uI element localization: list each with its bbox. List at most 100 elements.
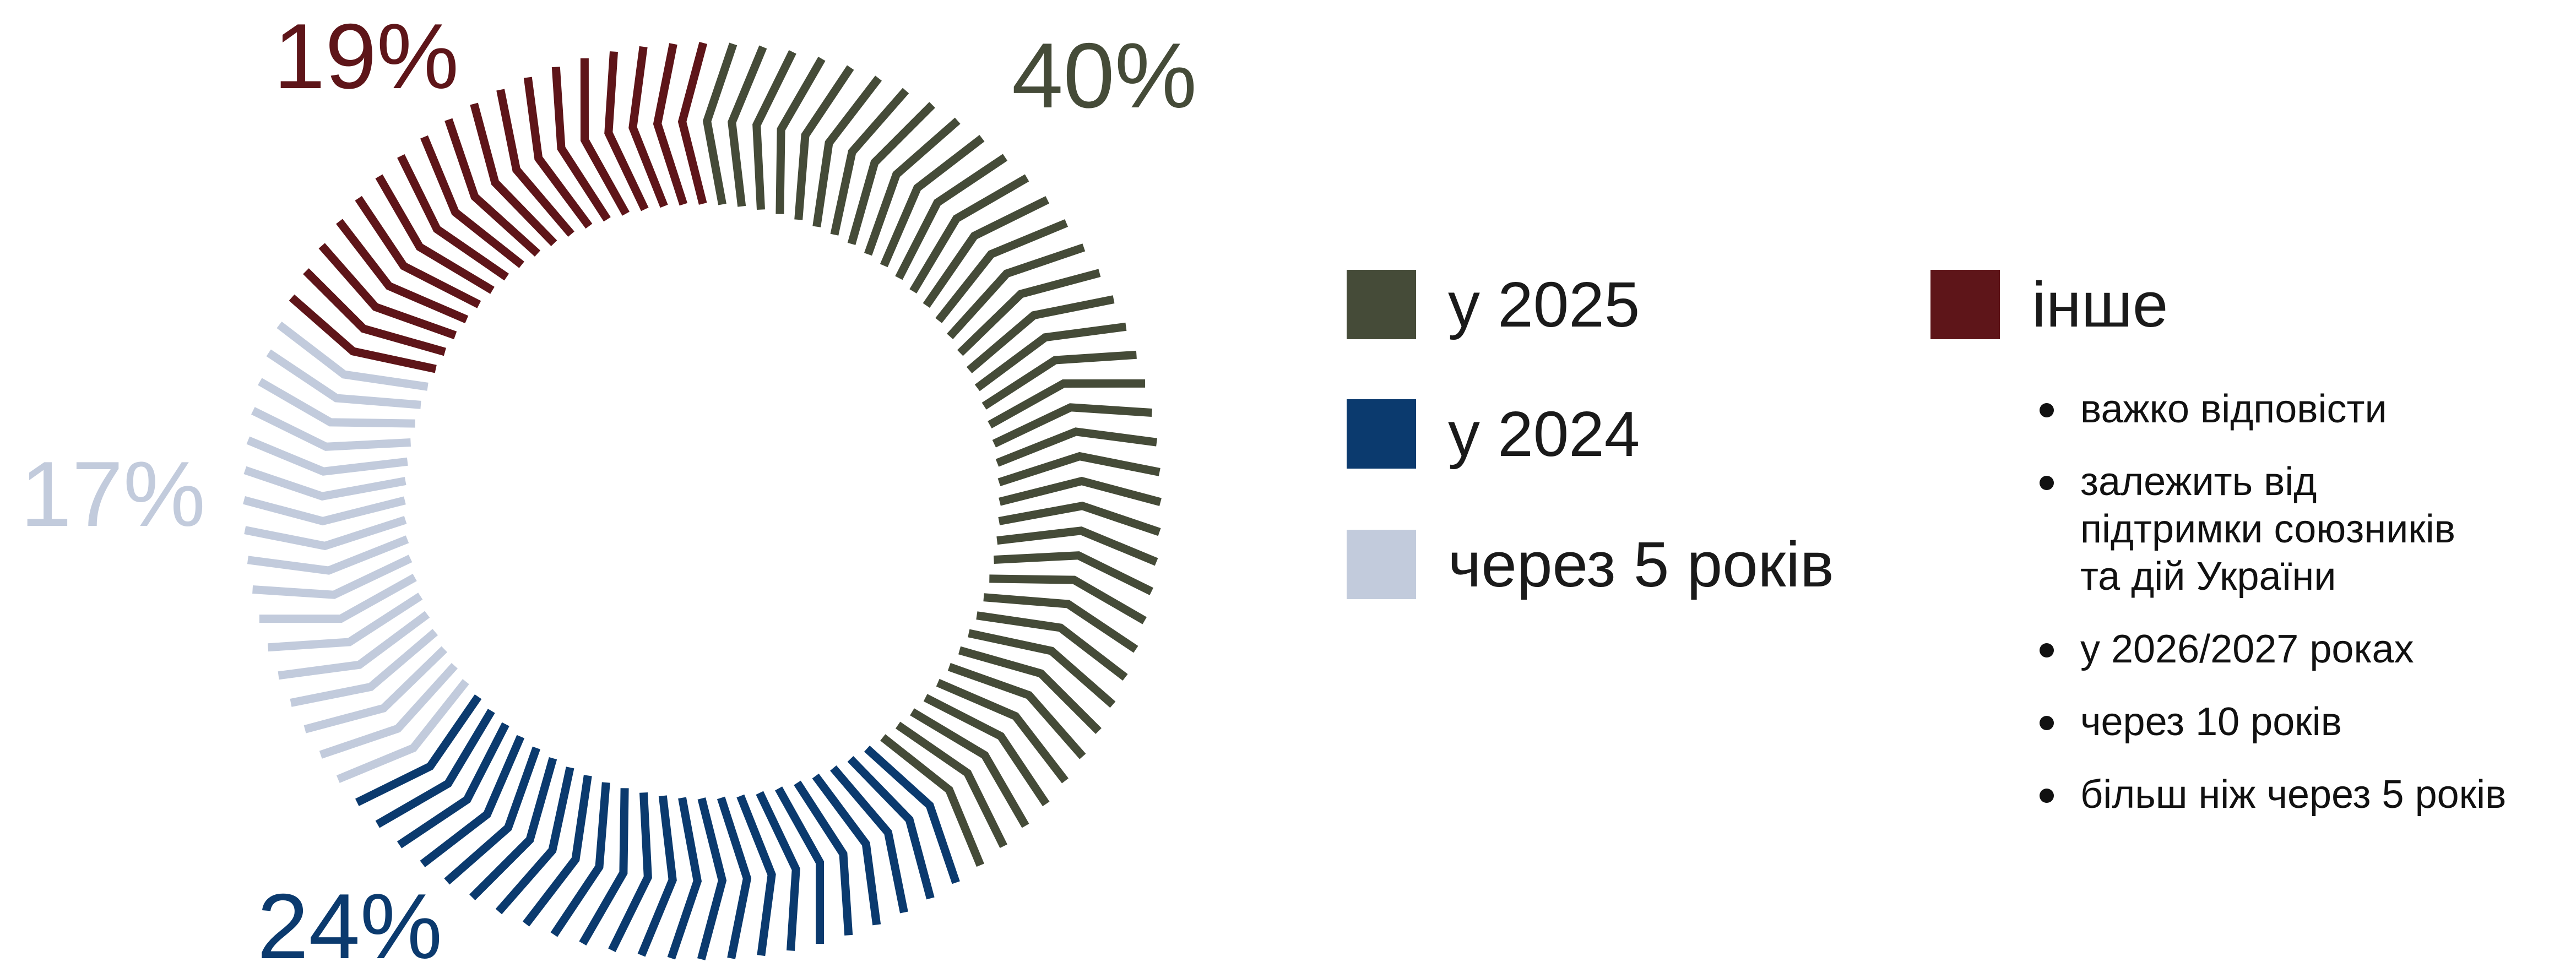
legend-item-2024: у 2024 bbox=[1347, 399, 1640, 469]
donut-tick-у-2025 bbox=[992, 403, 1152, 448]
donut-tick-через-5-років bbox=[268, 593, 423, 652]
donut-tick-інше bbox=[628, 46, 668, 208]
donut-tick-у-2025 bbox=[996, 526, 1158, 566]
other-breakdown-item: через 10 років bbox=[2035, 698, 2506, 746]
donut-tick-у-2025 bbox=[995, 427, 1158, 467]
donut-tick-через-5-років bbox=[319, 662, 458, 759]
donut-tick-інше bbox=[420, 135, 524, 268]
donut-tick-у-2024 bbox=[667, 797, 702, 960]
donut-tick-у-2025 bbox=[936, 678, 1069, 784]
legend-label-2025: у 2025 bbox=[1448, 269, 1640, 340]
donut-tick-у-2025 bbox=[880, 734, 984, 867]
donut-tick-у-2024 bbox=[444, 746, 541, 885]
donut-tick-у-2024 bbox=[847, 756, 935, 900]
donut-tick-через-5-років bbox=[336, 679, 469, 783]
donut-tick-інше bbox=[397, 154, 509, 281]
donut-tick-у-2025 bbox=[998, 501, 1161, 536]
donut-tick-у-2025 bbox=[997, 452, 1160, 487]
legend-item-other: інше bbox=[1930, 270, 2168, 339]
donut-tick-у-2025 bbox=[702, 42, 737, 205]
donut-tick-інше bbox=[496, 89, 574, 237]
slice-value-label: 40% bbox=[1012, 24, 1197, 127]
donut-tick-у-2024 bbox=[637, 795, 677, 957]
legend-label-other: інше bbox=[2032, 269, 2168, 340]
donut-tick-у-2025 bbox=[812, 75, 882, 227]
donut-tick-у-2024 bbox=[830, 765, 908, 914]
donut-tick-інше bbox=[580, 58, 630, 216]
donut-tick-у-2025 bbox=[752, 50, 796, 210]
other-item-text-line-3: та дій України bbox=[2080, 555, 2336, 599]
donut-tick-інше bbox=[470, 102, 557, 247]
legend-label-5-years: через 5 років bbox=[1448, 529, 1834, 600]
donut-tick-у-2024 bbox=[775, 786, 825, 944]
donut-tick-через-5-років bbox=[258, 378, 415, 428]
donut-tick-у-2024 bbox=[397, 722, 509, 849]
other-item-text: через 10 років bbox=[2080, 700, 2342, 744]
donut-tick-у-2025 bbox=[895, 154, 1008, 280]
other-breakdown-item: більш ніж через 5 років bbox=[2035, 771, 2506, 818]
other-breakdown-list: важко відповісти залежить від підтримки … bbox=[2035, 385, 2506, 844]
donut-tick-через-5-років bbox=[259, 574, 417, 623]
donut-tick-у-2025 bbox=[974, 322, 1127, 392]
donut-tick-у-2025 bbox=[957, 269, 1101, 356]
donut-tick-у-2024 bbox=[794, 780, 853, 936]
legend-swatch-2024 bbox=[1347, 399, 1416, 469]
donut-tick-інше bbox=[444, 118, 541, 257]
legend-label-2024: у 2024 bbox=[1448, 398, 1640, 470]
donut-tick-у-2024 bbox=[736, 794, 776, 956]
slice-value-label: 24% bbox=[257, 874, 442, 962]
other-item-text: важко відповісти bbox=[2080, 387, 2387, 431]
legend-swatch-5-years bbox=[1347, 530, 1416, 599]
donut-tick-у-2025 bbox=[923, 196, 1050, 308]
donut-tick-інше bbox=[289, 294, 437, 373]
donut-tick-у-2025 bbox=[976, 611, 1128, 681]
slice-value-labels: 40% 24% 17% 19% bbox=[20, 4, 1197, 962]
donut-tick-через-5-років bbox=[247, 535, 409, 575]
donut-tick-у-2024 bbox=[608, 792, 652, 953]
donut-tick-у-2025 bbox=[981, 350, 1137, 410]
donut-tick-через-5-років bbox=[276, 321, 429, 391]
donut-tick-у-2025 bbox=[895, 721, 1007, 849]
donut-tick-у-2025 bbox=[999, 476, 1162, 507]
donut-tick-у-2025 bbox=[794, 65, 854, 220]
donut-tick-інше bbox=[318, 243, 457, 340]
donut-tick-інше bbox=[375, 174, 495, 294]
donut-tick-через-5-років bbox=[278, 611, 430, 680]
donut-tick-інше bbox=[303, 268, 446, 356]
other-item-text-line-1: залежить від bbox=[2080, 460, 2317, 504]
legend-swatch-2025 bbox=[1347, 270, 1416, 339]
donut-tick-у-2025 bbox=[728, 45, 767, 207]
donut-tick-у-2024 bbox=[522, 775, 592, 927]
donut-tick-у-2024 bbox=[420, 735, 525, 867]
legend-swatch-other bbox=[1930, 270, 2000, 339]
donut-tick-у-2025 bbox=[775, 57, 826, 214]
donut-tick-у-2025 bbox=[910, 708, 1029, 828]
donut-tick-через-5-років bbox=[243, 466, 406, 501]
donut-tick-у-2025 bbox=[864, 117, 961, 256]
donut-tick-через-5-років bbox=[290, 629, 438, 707]
donut-tick-через-5-років bbox=[252, 555, 413, 599]
donut-ticks bbox=[243, 42, 1162, 960]
other-breakdown-item: важко відповісти bbox=[2035, 385, 2506, 433]
donut-tick-у-2024 bbox=[469, 757, 557, 900]
donut-tick-у-2024 bbox=[717, 796, 752, 959]
donut-tick-у-2024 bbox=[495, 767, 574, 915]
other-breakdown-item: у 2026/2027 роках bbox=[2035, 626, 2506, 673]
donut-tick-у-2025 bbox=[966, 295, 1115, 373]
donut-tick-у-2025 bbox=[968, 629, 1116, 708]
donut-tick-у-2024 bbox=[756, 791, 800, 951]
donut-tick-через-5-років bbox=[244, 515, 407, 551]
donut-tick-у-2025 bbox=[988, 379, 1146, 428]
donut-tick-інше bbox=[677, 42, 708, 205]
donut-tick-у-2025 bbox=[847, 102, 935, 245]
donut-tick-у-2025 bbox=[983, 593, 1138, 653]
slice-value-label: 17% bbox=[20, 442, 205, 546]
donut-tick-у-2025 bbox=[958, 646, 1102, 734]
donut-tick-у-2024 bbox=[812, 773, 881, 926]
donut-tick-інше bbox=[604, 51, 649, 211]
donut-tick-у-2025 bbox=[909, 174, 1029, 294]
donut-tick-через-5-років bbox=[251, 407, 411, 451]
donut-tick-у-2025 bbox=[923, 694, 1050, 807]
donut-tick-у-2025 bbox=[830, 88, 909, 236]
